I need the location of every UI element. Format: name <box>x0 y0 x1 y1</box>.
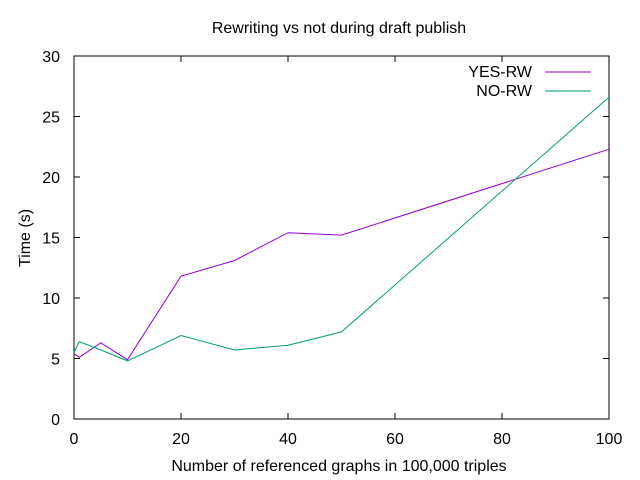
y-tick-label: 20 <box>42 170 60 187</box>
y-axis-label: Time (s) <box>17 209 34 267</box>
series-line-yes-rw <box>73 148 610 361</box>
plot-frame <box>73 55 610 420</box>
x-tick-label: 60 <box>386 431 404 448</box>
y-tick-label: 15 <box>42 231 60 248</box>
x-tick-label: 100 <box>596 431 623 448</box>
chart-title: Rewriting vs not during draft publish <box>212 20 466 37</box>
x-tick-label: 40 <box>279 431 297 448</box>
y-tick-label: 10 <box>42 291 60 308</box>
x-tick-label: 20 <box>172 431 190 448</box>
legend-label: NO-RW <box>476 83 533 100</box>
y-tick-label: 30 <box>42 49 60 66</box>
y-tick-label: 0 <box>51 412 60 429</box>
x-tick-label: 0 <box>70 431 79 448</box>
x-axis-label: Number of referenced graphs in 100,000 t… <box>171 458 506 475</box>
y-tick-label: 25 <box>42 110 60 127</box>
series-line-no-rw <box>73 96 610 362</box>
legend-label: YES-RW <box>468 64 533 81</box>
y-tick-label: 5 <box>51 352 60 369</box>
x-tick-label: 80 <box>493 431 511 448</box>
